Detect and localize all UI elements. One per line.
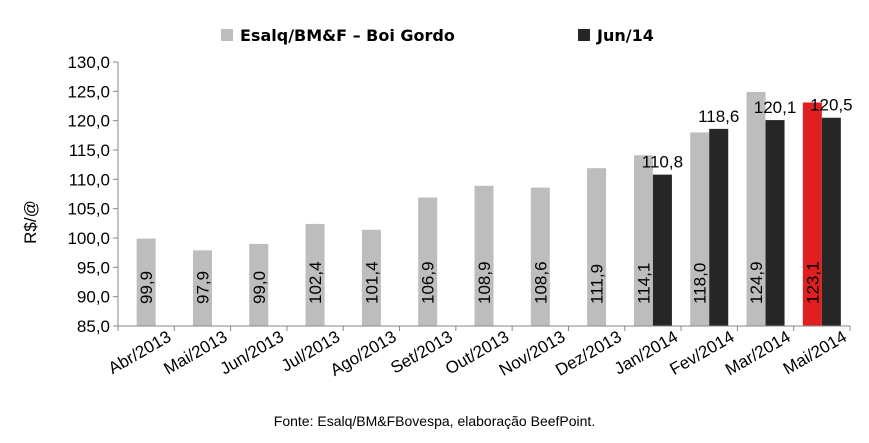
x-tick-label: Mar/2014 bbox=[722, 327, 794, 379]
bar-series-1 bbox=[192, 250, 212, 326]
data-label-series-1: 97,9 bbox=[193, 271, 212, 304]
data-label-series-1: 108,6 bbox=[531, 261, 550, 304]
data-label-series-2: 120,1 bbox=[754, 98, 797, 117]
data-label-series-2: 120,5 bbox=[810, 96, 853, 115]
bar-series-1 bbox=[802, 102, 822, 326]
bar-series-1 bbox=[418, 197, 438, 326]
legend-swatch-series-2 bbox=[578, 29, 590, 41]
data-label-series-1: 102,4 bbox=[306, 261, 325, 304]
x-tick-label: Mai/2013 bbox=[161, 327, 231, 378]
y-tick-label: 115,0 bbox=[69, 141, 110, 160]
bar-series-1 bbox=[746, 91, 766, 326]
legend-label-series-1: Esalq/BM&F – Boi Gordo bbox=[240, 26, 455, 45]
data-label-series-1: 124,9 bbox=[747, 261, 766, 304]
bar-series-1 bbox=[530, 187, 550, 326]
source-note: Fonte: Esalq/BM&FBovespa, elaboração Bee… bbox=[273, 413, 596, 429]
bar-series-1 bbox=[305, 223, 325, 326]
y-tick-label: 105,0 bbox=[67, 200, 110, 219]
bar-series-1 bbox=[136, 238, 156, 326]
bar-series-1 bbox=[474, 185, 494, 326]
x-tick-label: Abr/2013 bbox=[105, 327, 174, 378]
bar-series-1 bbox=[633, 155, 653, 326]
data-label-series-1: 123,1 bbox=[803, 261, 822, 304]
data-label-series-1: 114,1 bbox=[634, 263, 653, 304]
legend-swatch-series-1 bbox=[221, 29, 233, 41]
y-tick-label: 120,0 bbox=[67, 112, 110, 131]
y-tick-label: 90,0 bbox=[77, 288, 110, 307]
bar-series-1 bbox=[249, 243, 269, 326]
legend-label-series-2: Jun/14 bbox=[596, 26, 654, 45]
data-label-series-1: 99,9 bbox=[137, 271, 156, 304]
chart-legend: Esalq/BM&F – Boi Gordo Jun/14 bbox=[221, 26, 654, 45]
bar-series-2 bbox=[709, 128, 729, 326]
bar-series-2 bbox=[765, 120, 785, 326]
bar-series-1 bbox=[587, 168, 607, 326]
data-label-series-1: 99,0 bbox=[250, 271, 269, 304]
y-tick-label: 100,0 bbox=[67, 229, 110, 248]
data-label-series-1: 118,0 bbox=[691, 263, 710, 304]
y-tick-label: 130,0 bbox=[67, 53, 110, 72]
y-tick-label: 125,0 bbox=[67, 82, 110, 101]
data-label-series-2: 110,8 bbox=[642, 153, 683, 172]
x-axis: Abr/2013Mai/2013Jun/2013Jul/2013Ago/2013… bbox=[105, 325, 851, 380]
y-axis: 85,0 90,0 95,0 100,0 105,0 110,0 115,0 120,0 125… bbox=[67, 53, 119, 336]
y-tick-label: 110,0 bbox=[69, 170, 110, 189]
bar-chart: Esalq/BM&F – Boi Gordo Jun/14 85,0 90,0 95,… bbox=[21, 26, 853, 380]
y-tick-label: 95,0 bbox=[77, 258, 110, 277]
bars: 99,9 97,9 99,0 102,4 101,4 106,9 108,9 108,6 111… bbox=[136, 91, 853, 326]
bar-series-1 bbox=[690, 132, 710, 326]
y-tick-label: 85,0 bbox=[77, 317, 110, 336]
data-label-series-1: 101,4 bbox=[362, 261, 381, 304]
x-tick-label: Jun/2013 bbox=[217, 327, 287, 378]
bar-series-2 bbox=[821, 117, 841, 326]
bar-series-2 bbox=[652, 174, 672, 326]
data-label-series-1: 111,9 bbox=[588, 264, 607, 304]
y-axis-label: R$/@ bbox=[21, 200, 40, 244]
data-label-series-1: 106,9 bbox=[419, 261, 438, 304]
bar-series-1 bbox=[361, 229, 381, 326]
data-label-series-2: 118,6 bbox=[698, 107, 739, 126]
x-tick-label: Mai/2014 bbox=[780, 327, 850, 378]
data-label-series-1: 108,9 bbox=[475, 261, 494, 304]
